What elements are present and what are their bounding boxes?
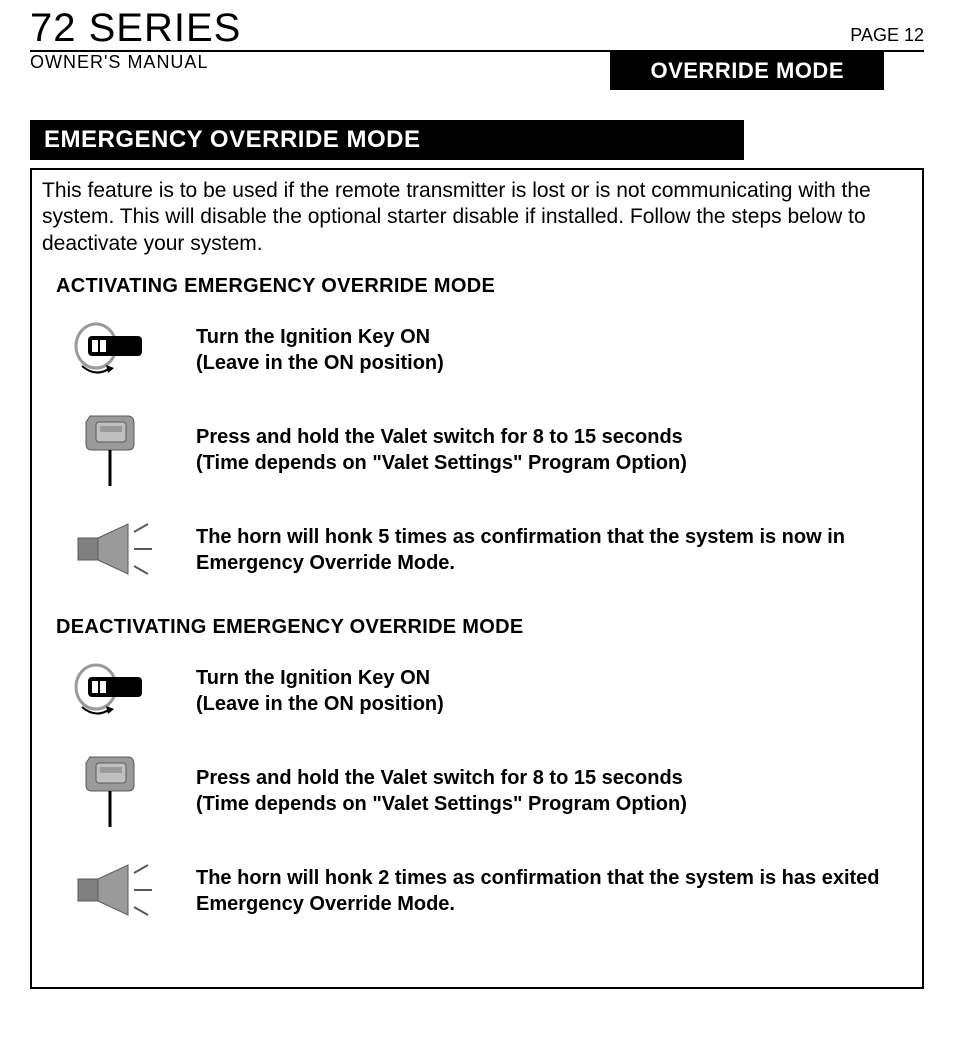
section-title-bar: EMERGENCY OVERRIDE MODE — [30, 120, 744, 160]
step-text: Press and hold the Valet switch for 8 to… — [196, 765, 687, 817]
step-row: Turn the Ignition Key ON(Leave in the ON… — [70, 657, 912, 725]
step-text: Turn the Ignition Key ON(Leave in the ON… — [196, 324, 444, 376]
step-row: Turn the Ignition Key ON(Leave in the ON… — [70, 316, 912, 384]
ignition-key-icon — [70, 316, 164, 384]
content-box: This feature is to be used if the remote… — [30, 168, 924, 989]
step-text: The horn will honk 2 times as confirmati… — [196, 865, 912, 917]
step-row: The horn will honk 5 times as confirmati… — [70, 516, 912, 584]
activating-heading: ACTIVATING EMERGENCY OVERRIDE MODE — [56, 275, 912, 298]
valet-switch-icon — [70, 757, 164, 825]
mode-badge: OVERRIDE MODE — [610, 52, 884, 90]
step-row: Press and hold the Valet switch for 8 to… — [70, 757, 912, 825]
step-row: The horn will honk 2 times as confirmati… — [70, 857, 912, 925]
manual-label: OWNER'S MANUAL — [30, 52, 208, 73]
ignition-key-icon — [70, 657, 164, 725]
page-header: 72 SERIES PAGE 12 — [0, 0, 954, 48]
horn-icon — [70, 857, 164, 925]
step-row: Press and hold the Valet switch for 8 to… — [70, 416, 912, 484]
step-text: Press and hold the Valet switch for 8 to… — [196, 424, 687, 476]
valet-switch-icon — [70, 416, 164, 484]
deactivating-heading: DEACTIVATING EMERGENCY OVERRIDE MODE — [56, 616, 912, 639]
step-text: Turn the Ignition Key ON(Leave in the ON… — [196, 665, 444, 717]
intro-text: This feature is to be used if the remote… — [42, 178, 912, 257]
series-title: 72 SERIES — [30, 8, 241, 48]
title-row: 72 SERIES PAGE 12 — [30, 8, 924, 48]
horn-icon — [70, 516, 164, 584]
sub-header-row: OWNER'S MANUAL OVERRIDE MODE — [0, 52, 954, 90]
page-number: PAGE 12 — [850, 25, 924, 48]
step-text: The horn will honk 5 times as confirmati… — [196, 524, 912, 576]
